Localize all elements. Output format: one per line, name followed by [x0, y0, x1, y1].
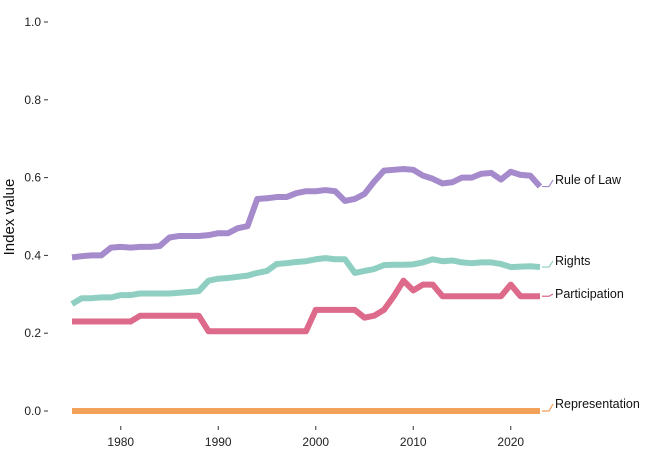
series-line-rule-of-law	[71, 166, 543, 261]
y-tick-label: 0.0	[24, 404, 41, 418]
x-tick-label: 1980	[107, 435, 134, 449]
y-tick-label: 0.6	[24, 171, 41, 185]
y-axis: 0.0 0.2 0.4 0.6 0.8 1.0	[24, 15, 48, 418]
series-leader-representation	[542, 403, 554, 412]
series-label-rights: Rights	[555, 254, 590, 268]
x-tick-label: 2010	[400, 435, 427, 449]
y-tick-label: 1.0	[24, 15, 41, 29]
series-line-rights	[70, 255, 541, 307]
series-labels: Rule of Law Rights Participation Representa…	[542, 173, 640, 412]
y-tick-label: 0.2	[24, 326, 41, 340]
series-leader-rule-of-law	[542, 179, 554, 188]
series-layer	[70, 166, 543, 414]
x-tick-label: 1990	[205, 435, 232, 449]
series-label-rule-of-law: Rule of Law	[555, 173, 622, 187]
y-tick-label: 0.4	[24, 248, 41, 262]
y-tick-label: 0.8	[24, 93, 41, 107]
y-axis-title: Index value	[1, 179, 18, 256]
x-tick-label: 2020	[497, 435, 524, 449]
x-axis: 1980 1990 2000 2010 2020	[107, 426, 524, 449]
series-line-participation	[72, 277, 540, 335]
series-leader-rights	[542, 260, 554, 268]
series-leader-participation	[542, 293, 554, 297]
x-tick-label: 2000	[302, 435, 329, 449]
series-label-participation: Participation	[555, 287, 624, 301]
series-label-representation: Representation	[555, 397, 640, 411]
